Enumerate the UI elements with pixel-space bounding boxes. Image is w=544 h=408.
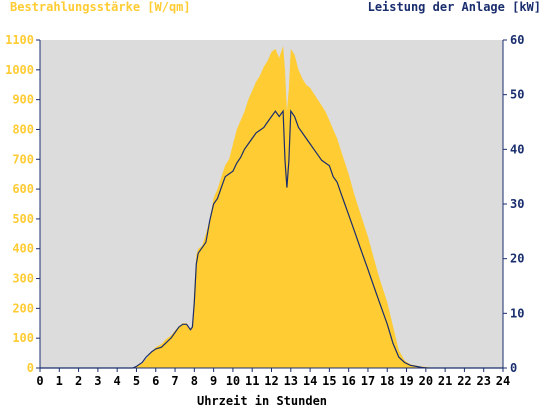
- left-tick-label: 0: [27, 361, 34, 375]
- x-tick-label: 23: [476, 374, 490, 388]
- x-tick-label: 6: [152, 374, 159, 388]
- x-tick-label: 5: [133, 374, 140, 388]
- left-tick-label: 100: [12, 331, 34, 345]
- x-tick-label: 0: [36, 374, 43, 388]
- x-tick-label: 10: [226, 374, 240, 388]
- right-tick-label: 10: [510, 306, 524, 320]
- x-tick-label: 19: [399, 374, 413, 388]
- left-tick-label: 400: [12, 242, 34, 256]
- left-tick-label: 1100: [5, 33, 34, 47]
- right-tick-label: 30: [510, 197, 524, 211]
- x-tick-label: 20: [419, 374, 433, 388]
- x-tick-label: 9: [210, 374, 217, 388]
- right-tick-label: 0: [510, 361, 517, 375]
- left-tick-label: 500: [12, 212, 34, 226]
- x-tick-label: 24: [496, 374, 510, 388]
- left-tick-label: 200: [12, 301, 34, 315]
- x-tick-label: 13: [284, 374, 298, 388]
- x-tick-label: 22: [457, 374, 471, 388]
- left-axis-label: Bestrahlungsstärke [W/qm]: [10, 0, 191, 14]
- right-tick-label: 40: [510, 142, 524, 156]
- x-tick-label: 4: [114, 374, 121, 388]
- left-tick-label: 1000: [5, 63, 34, 77]
- left-tick-label: 900: [12, 93, 34, 107]
- left-tick-label: 600: [12, 182, 34, 196]
- right-tick-label: 60: [510, 33, 524, 47]
- x-axis-label: Uhrzeit in Stunden: [197, 394, 327, 408]
- x-tick-label: 3: [94, 374, 101, 388]
- x-tick-label: 2: [75, 374, 82, 388]
- power-line: [40, 109, 503, 369]
- right-tick-label: 50: [510, 88, 524, 102]
- x-tick-label: 12: [264, 374, 278, 388]
- x-tick-label: 18: [380, 374, 394, 388]
- x-tick-label: 1: [56, 374, 63, 388]
- left-tick-label: 800: [12, 122, 34, 136]
- right-axis-label: Leistung der Anlage [kW]: [368, 0, 541, 14]
- x-tick-label: 7: [171, 374, 178, 388]
- x-tick-label: 16: [341, 374, 355, 388]
- x-tick-label: 15: [322, 374, 336, 388]
- x-tick-label: 17: [361, 374, 375, 388]
- left-tick-label: 300: [12, 272, 34, 286]
- irradiance-area: [40, 46, 503, 368]
- x-tick-label: 21: [438, 374, 452, 388]
- left-tick-label: 700: [12, 152, 34, 166]
- x-tick-label: 8: [191, 374, 198, 388]
- ticks-group: 0100200300400500600700800900100011000102…: [5, 33, 524, 388]
- x-tick-label: 14: [303, 374, 317, 388]
- right-tick-label: 20: [510, 252, 524, 266]
- x-tick-label: 11: [245, 374, 259, 388]
